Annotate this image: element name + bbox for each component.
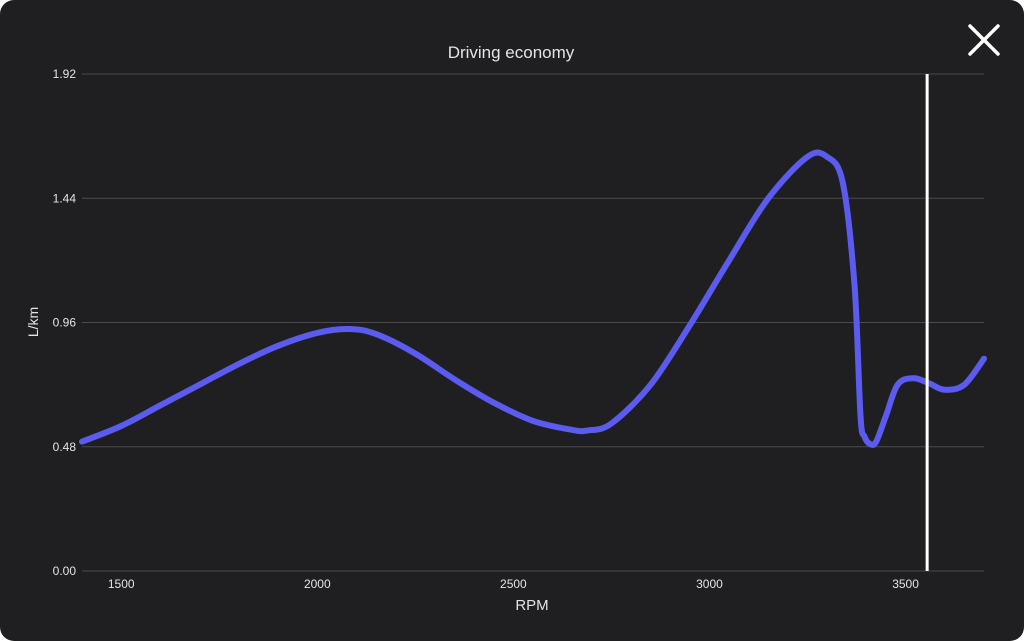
y-tick-labels: 0.00 0.48 0.96 1.44 1.92 (53, 67, 77, 578)
y-axis-label: L/km (25, 307, 41, 337)
y-tick-label: 0.96 (53, 316, 77, 330)
x-tick-label: 2500 (500, 577, 527, 591)
x-tick-label: 1500 (108, 577, 135, 591)
x-axis-label: RPM (515, 597, 548, 614)
close-button[interactable] (966, 22, 1002, 58)
series-line (79, 149, 987, 448)
chart-title: Driving economy (448, 43, 575, 62)
y-tick-label: 1.44 (53, 191, 77, 205)
grid-lines (82, 73, 984, 572)
y-tick-label: 1.92 (53, 67, 77, 81)
y-tick-label: 0.48 (53, 440, 77, 454)
x-tick-label: 3000 (696, 577, 723, 591)
y-tick-label: 0.00 (53, 564, 77, 578)
x-tick-labels: 1500 2000 2500 3000 3500 (108, 577, 919, 591)
x-tick-label: 3500 (892, 577, 919, 591)
series-layer (79, 149, 987, 448)
x-tick-label: 2000 (304, 577, 331, 591)
close-icon (968, 24, 1000, 56)
